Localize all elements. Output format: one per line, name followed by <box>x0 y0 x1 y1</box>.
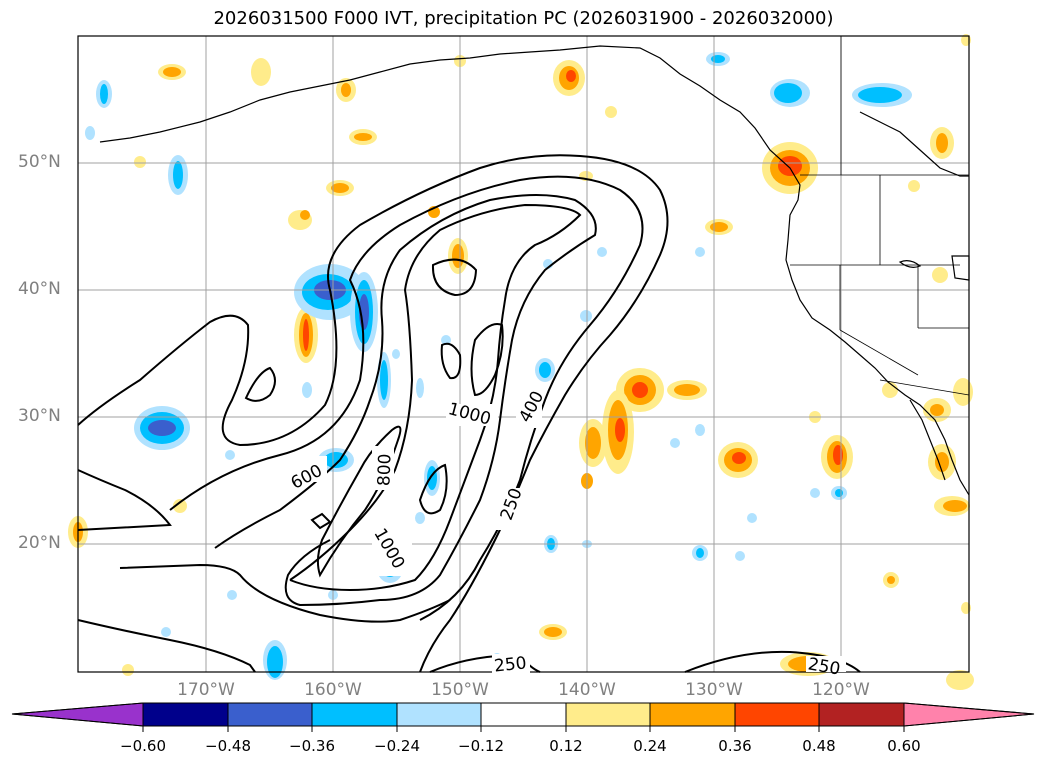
ivt-contour-800 <box>289 203 582 592</box>
colorbar-tick-label: 0.60 <box>887 737 921 755</box>
contour-label: 250 <box>493 653 527 676</box>
colorbar-bin <box>734 702 820 727</box>
lon-label-140w: 140°W <box>558 680 616 700</box>
ivt-contour-1000-c <box>440 342 462 380</box>
ivt-contour-250-sw <box>77 619 256 673</box>
ivt-contour-600 <box>214 194 597 607</box>
colorbar-tick-label: −0.12 <box>458 737 504 755</box>
colorbar-tick-label: 0.36 <box>718 737 752 755</box>
ivt-contour-small <box>310 512 332 530</box>
political-borders <box>790 36 970 396</box>
ivt-contour-250-west <box>77 469 172 531</box>
ivt-contour-1000-b <box>431 258 478 297</box>
colorbar-bin <box>396 702 482 727</box>
lon-label-170w: 170°W <box>177 680 235 700</box>
colorbar-bin <box>565 702 651 727</box>
ivt-contour-1000-d <box>470 323 504 397</box>
colorbar-bin <box>480 702 567 727</box>
coastlines <box>99 45 970 496</box>
colorbar-bin <box>818 702 905 727</box>
lat-label-40n: 40°N <box>18 279 61 299</box>
ivt-contour-1000-e <box>418 463 448 515</box>
colorbar-extend-high <box>903 702 1035 727</box>
ivt-contour-400 <box>169 175 644 621</box>
colorbar <box>11 702 1035 732</box>
colorbar-extend-low <box>11 702 144 727</box>
colorbar-tick-label: −0.60 <box>120 737 166 755</box>
ivt-contour-250 <box>77 154 669 673</box>
ivt-contour-1000-f <box>244 366 276 402</box>
lat-label-30n: 30°N <box>18 406 61 426</box>
contour-labels: 1000 800 600 400 250 1000 250 250 <box>285 386 846 680</box>
lon-label-150w: 150°W <box>431 680 489 700</box>
ivt-contour-250-south <box>119 563 451 623</box>
colorbar-bin <box>142 702 229 727</box>
colorbar-tick-label: 0.12 <box>549 737 583 755</box>
colorbar-tick-label: 0.24 <box>633 737 667 755</box>
colorbar-bin <box>311 702 398 727</box>
ivt-contour-1000-a <box>316 425 402 578</box>
lat-label-20n: 20°N <box>18 533 61 553</box>
lon-label-130w: 130°W <box>685 680 743 700</box>
colorbar-tick-label: 0.48 <box>802 737 836 755</box>
colorbar-tick-label: −0.48 <box>205 737 251 755</box>
colorbar-tick-label: −0.36 <box>289 737 335 755</box>
lon-label-160w: 160°W <box>304 680 362 700</box>
map-title: 2026031500 F000 IVT, precipitation PC (2… <box>213 8 834 29</box>
colorbar-bin <box>649 702 736 727</box>
colorbar-bin <box>227 702 313 727</box>
contour-label: 800 <box>374 453 395 486</box>
lon-label-120w: 120°W <box>812 680 870 700</box>
lat-label-50n: 50°N <box>18 152 61 172</box>
colorbar-tick-label: −0.24 <box>374 737 420 755</box>
